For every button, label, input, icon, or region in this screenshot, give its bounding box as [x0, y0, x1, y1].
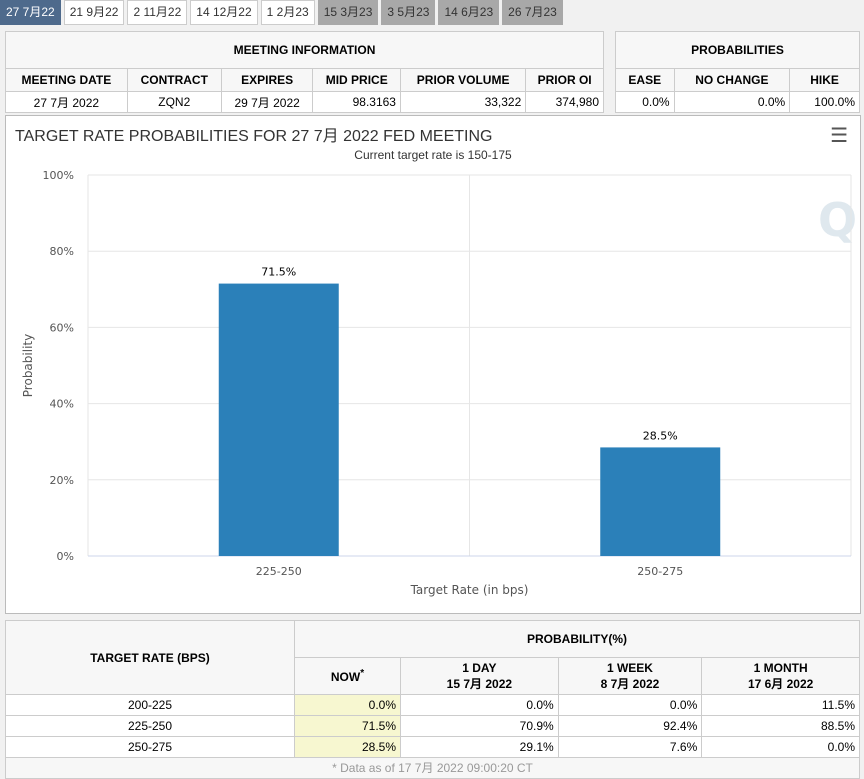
tab-meeting[interactable]: 2 11月22: [127, 0, 188, 25]
meeting-value: 27 7月 2022: [5, 91, 128, 113]
tab-meeting[interactable]: 1 2月23: [260, 0, 315, 25]
column-label: 1 DAY: [462, 660, 497, 675]
menu-icon[interactable]: ☰: [830, 125, 848, 147]
y-tick-label: 0%: [57, 550, 74, 563]
column-footnote-mark: *: [360, 668, 365, 679]
tab-meeting[interactable]: 3 5月23: [381, 0, 436, 25]
meeting-tabs: 27 7月22 21 9月22 2 11月22 14 12月22 1 2月23 15 3月…: [0, 0, 566, 25]
tab-meeting[interactable]: 14 6月23: [438, 0, 500, 25]
tab-meeting[interactable]: 27 7月22: [0, 0, 61, 25]
column-label: 1 MONTH: [753, 660, 808, 675]
probability-cell: 92.4%: [557, 715, 703, 737]
chart-title: TARGET RATE PROBABILITIES FOR 27 7月 2022…: [15, 128, 493, 145]
probability-value: 100.0%: [789, 91, 860, 113]
probability-cell: 0.0%: [701, 736, 860, 758]
meeting-value: 374,980: [525, 91, 604, 113]
probability-column-header: NOW*: [294, 657, 401, 695]
probability-cell: 29.1%: [400, 736, 559, 758]
column-label: NOW: [330, 670, 361, 684]
chart-svg: Q 0%20%40%60%80%100%71.5%225-25028.5%250…: [21, 169, 857, 597]
footnote: * Data as of 17 7月 2022 09:00:20 CT: [5, 758, 860, 779]
probability-cell: 7.6%: [557, 736, 703, 758]
table-row: 225-250 71.5% 70.9% 92.4% 88.5%: [5, 715, 860, 737]
x-tick-label: 250-275: [637, 565, 683, 578]
meeting-value: ZQN2: [126, 91, 222, 113]
bar[interactable]: [218, 283, 339, 556]
target-rate: 225-250: [5, 715, 295, 737]
y-tick-label: 100%: [43, 169, 74, 182]
y-tick-label: 40%: [50, 398, 74, 411]
y-tick-label: 60%: [50, 321, 74, 334]
column-date: 8 7月 2022: [600, 676, 660, 691]
tab-meeting[interactable]: 21 9月22: [63, 0, 125, 25]
probability-cell: 11.5%: [701, 694, 860, 716]
probability-header: PROBABILITY(%): [294, 620, 860, 658]
column-date: 15 7月 2022: [446, 676, 513, 691]
probability-column-header: 1 MONTH 17 6月 2022: [701, 657, 860, 695]
column-date: 17 6月 2022: [747, 676, 814, 691]
probability-cell: 70.9%: [400, 715, 559, 737]
probability-column-header: NO CHANGE: [673, 68, 791, 92]
probability-cell: 0.0%: [400, 694, 559, 716]
y-tick-label: 20%: [50, 474, 74, 487]
meeting-column-header: PRIOR VOLUME: [399, 68, 527, 92]
y-axis-title: Probability: [21, 334, 35, 397]
table-row: 250-275 28.5% 29.1% 7.6% 0.0%: [5, 736, 860, 758]
column-label: 1 WEEK: [606, 660, 653, 675]
target-rate-header: TARGET RATE (BPS): [5, 620, 295, 695]
meeting-value: 98.3163: [312, 91, 401, 113]
meeting-column-header: MID PRICE: [312, 68, 401, 92]
probability-cell: 0.0%: [294, 694, 401, 716]
probability-cell: 71.5%: [294, 715, 401, 737]
probability-chart: TARGET RATE PROBABILITIES FOR 27 7月 2022…: [5, 115, 861, 614]
rate-probability-panel: TARGET RATE (BPS) PROBABILITY(%) NOW* 1 DA…: [5, 620, 860, 779]
probabilities-panel: PROBABILITIES EASE NO CHANGE HIKE 0.0% 0.0% 1…: [615, 31, 860, 113]
probability-column-header: EASE: [615, 68, 675, 92]
meeting-column-header: PRIOR OI: [525, 68, 604, 92]
chart-subtitle: Current target rate is 150-175: [354, 148, 512, 162]
probability-cell: 28.5%: [294, 736, 401, 758]
bar-data-label: 28.5%: [643, 429, 678, 442]
probability-cell: 0.0%: [557, 694, 703, 716]
probability-value: 0.0%: [615, 91, 675, 113]
bar[interactable]: [600, 447, 721, 556]
x-tick-label: 225-250: [256, 565, 302, 578]
probability-value: 0.0%: [673, 91, 791, 113]
meeting-info-title: MEETING INFORMATION: [5, 31, 604, 69]
y-tick-label: 80%: [50, 245, 74, 258]
tab-meeting[interactable]: 15 3月23: [317, 0, 379, 25]
meeting-column-header: CONTRACT: [126, 68, 222, 92]
tab-meeting[interactable]: 14 12月22: [190, 0, 258, 25]
target-rate: 200-225: [5, 694, 295, 716]
table-row: 200-225 0.0% 0.0% 0.0% 11.5%: [5, 694, 860, 716]
target-rate: 250-275: [5, 736, 295, 758]
bar-data-label: 71.5%: [261, 266, 296, 279]
probability-column-header: 1 WEEK 8 7月 2022: [557, 657, 703, 695]
x-axis-title: Target Rate (in bps): [410, 583, 529, 597]
probability-column-header: HIKE: [789, 68, 860, 92]
probability-column-header: 1 DAY 15 7月 2022: [400, 657, 559, 695]
meeting-value: 29 7月 2022: [220, 91, 314, 113]
meeting-info-panel: MEETING INFORMATION MEETING DATE CONTRACT…: [5, 31, 604, 113]
probability-cell: 88.5%: [701, 715, 860, 737]
tab-meeting[interactable]: 26 7月23: [502, 0, 563, 25]
probabilities-title: PROBABILITIES: [615, 31, 860, 69]
meeting-value: 33,322: [399, 91, 527, 113]
meeting-column-header: EXPIRES: [220, 68, 314, 92]
meeting-column-header: MEETING DATE: [5, 68, 128, 92]
